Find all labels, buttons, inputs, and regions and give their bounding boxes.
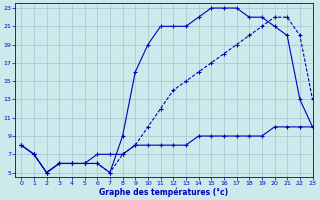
X-axis label: Graphe des températures (°c): Graphe des températures (°c) <box>99 187 228 197</box>
